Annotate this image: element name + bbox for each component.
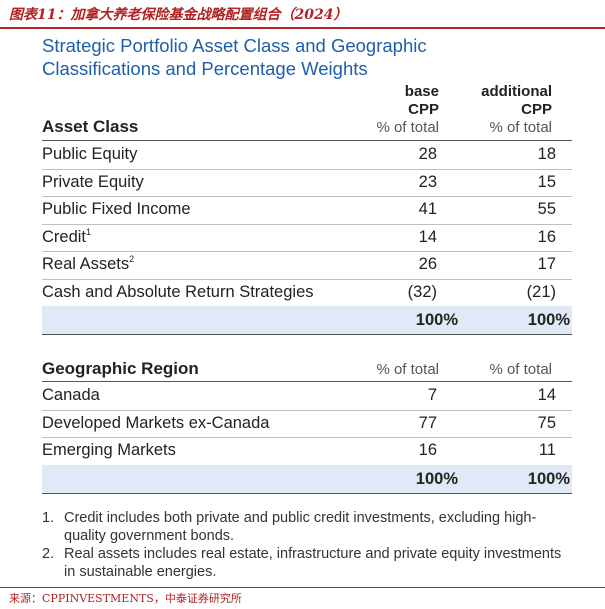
asset-additional-value: 55 bbox=[537, 200, 556, 218]
geo-label: Developed Markets ex-Canada bbox=[42, 414, 269, 433]
asset-base-value: 28 bbox=[418, 145, 437, 163]
geo-additional-value: 75 bbox=[537, 413, 556, 432]
bottom-divider bbox=[0, 587, 605, 588]
geo-additional-pct-header: % of total bbox=[489, 361, 552, 378]
geo-row-divider bbox=[42, 409, 572, 411]
asset-row: Real Assets2 26 17 bbox=[42, 251, 582, 278]
asset-footnote-ref: 2 bbox=[129, 254, 135, 264]
asset-base-value: (32) bbox=[407, 282, 437, 301]
asset-footnote-ref: 1 bbox=[86, 226, 92, 237]
asset-row: Public Fixed Income 41 55 bbox=[42, 196, 582, 223]
footnote-2-text: Real assets includes real estate, infras… bbox=[64, 546, 562, 580]
geo-header-divider bbox=[42, 381, 572, 382]
asset-total-divider bbox=[42, 334, 572, 335]
asset-total-additional: 100% bbox=[527, 311, 570, 329]
figure-title: 图表11：加拿大养老保险基金战略配置组合（2024） bbox=[9, 7, 348, 23]
additional-header-line2: CPP bbox=[521, 101, 552, 118]
asset-total-base: 100% bbox=[415, 311, 458, 329]
asset-row-divider bbox=[42, 278, 572, 280]
asset-row: Private Equity 23 15 bbox=[42, 169, 582, 196]
asset-row-divider bbox=[42, 251, 572, 252]
geo-label-text: Emerging Markets bbox=[42, 441, 176, 459]
geo-base-value: 16 bbox=[418, 441, 437, 459]
geo-row: Developed Markets ex-Canada 77 75 bbox=[42, 410, 582, 437]
footnote-1: 1. Credit includes both private and publ… bbox=[42, 510, 562, 545]
geo-base-value: 77 bbox=[418, 413, 437, 432]
panel-title: Strategic Portfolio Asset Class and Geog… bbox=[42, 34, 562, 80]
additional-header-line1: additional bbox=[481, 83, 552, 100]
asset-label: Private Equity bbox=[42, 173, 144, 192]
asset-row: Cash and Absolute Return Strategies (32) (… bbox=[42, 279, 582, 306]
asset-label: Real Assets2 bbox=[42, 254, 135, 274]
base-header-line2: CPP bbox=[408, 101, 439, 118]
asset-additional-value: (21) bbox=[526, 282, 556, 301]
asset-base-value: 41 bbox=[418, 200, 437, 218]
asset-label-text: Private Equity bbox=[42, 172, 144, 191]
geo-base-pct-header: % of total bbox=[376, 361, 439, 378]
footnote-1-text: Credit includes both private and public … bbox=[64, 510, 537, 544]
asset-row-divider bbox=[42, 196, 572, 197]
geo-additional-value: 14 bbox=[537, 386, 556, 404]
panel-title-line1: Strategic Portfolio Asset Class and Geog… bbox=[42, 35, 427, 56]
geo-total-divider bbox=[42, 493, 572, 494]
footnote-1-number: 1. bbox=[42, 510, 55, 526]
asset-label: Cash and Absolute Return Strategies bbox=[42, 283, 314, 302]
asset-label: Public Fixed Income bbox=[42, 200, 191, 219]
geographic-heading: Geographic Region bbox=[42, 359, 199, 378]
asset-row: Credit1 14 16 bbox=[42, 224, 582, 251]
panel-title-line2: Classifications and Percentage Weights bbox=[42, 58, 368, 79]
asset-row-divider bbox=[42, 223, 572, 225]
top-divider bbox=[0, 27, 605, 29]
geo-additional-value: 11 bbox=[538, 441, 556, 459]
geo-label-text: Canada bbox=[42, 386, 100, 404]
geo-row-divider bbox=[42, 437, 572, 438]
asset-label: Credit1 bbox=[42, 226, 92, 247]
source-note: 来源：CPPINVESTMENTS，中泰证券研究所 bbox=[9, 592, 242, 605]
asset-base-value: 23 bbox=[418, 172, 437, 191]
base-header-line1: base bbox=[404, 83, 439, 100]
asset-additional-value: 15 bbox=[537, 172, 556, 191]
asset-label-text: Credit bbox=[42, 227, 87, 246]
asset-label-text: Cash and Absolute Return Strategies bbox=[42, 282, 314, 301]
geo-base-value: 7 bbox=[427, 386, 437, 404]
geo-total-base: 100% bbox=[415, 470, 458, 488]
asset-base-value: 26 bbox=[418, 255, 437, 273]
asset-header-divider bbox=[42, 140, 572, 141]
footnote-2: 2. Real assets includes real estate, inf… bbox=[42, 546, 562, 581]
geo-total-row: 100% 100% bbox=[42, 465, 572, 493]
asset-additional-value: 16 bbox=[537, 227, 556, 246]
asset-row: Public Equity 28 18 bbox=[42, 141, 582, 168]
asset-label-text: Public Equity bbox=[42, 145, 138, 163]
geo-label-text: Developed Markets ex-Canada bbox=[42, 413, 270, 432]
geo-label: Canada bbox=[42, 386, 100, 405]
asset-row-divider bbox=[42, 168, 572, 170]
asset-additional-value: 18 bbox=[537, 145, 556, 163]
additional-pct-header: % of total bbox=[489, 119, 552, 136]
geo-row: Emerging Markets 16 11 bbox=[42, 437, 582, 464]
geo-total-additional: 100% bbox=[527, 470, 570, 488]
geo-label: Emerging Markets bbox=[42, 441, 176, 460]
geo-row: Canada 7 14 bbox=[42, 382, 582, 409]
asset-total-row: 100% 100% bbox=[42, 306, 572, 334]
asset-label-text: Public Fixed Income bbox=[42, 200, 191, 218]
footnote-2-number: 2. bbox=[42, 546, 55, 562]
asset-label-text: Real Assets bbox=[42, 255, 130, 273]
asset-class-heading: Asset Class bbox=[42, 117, 139, 136]
base-pct-header: % of total bbox=[376, 119, 439, 136]
asset-label: Public Equity bbox=[42, 145, 137, 164]
asset-additional-value: 17 bbox=[537, 255, 556, 273]
asset-base-value: 14 bbox=[418, 227, 437, 246]
